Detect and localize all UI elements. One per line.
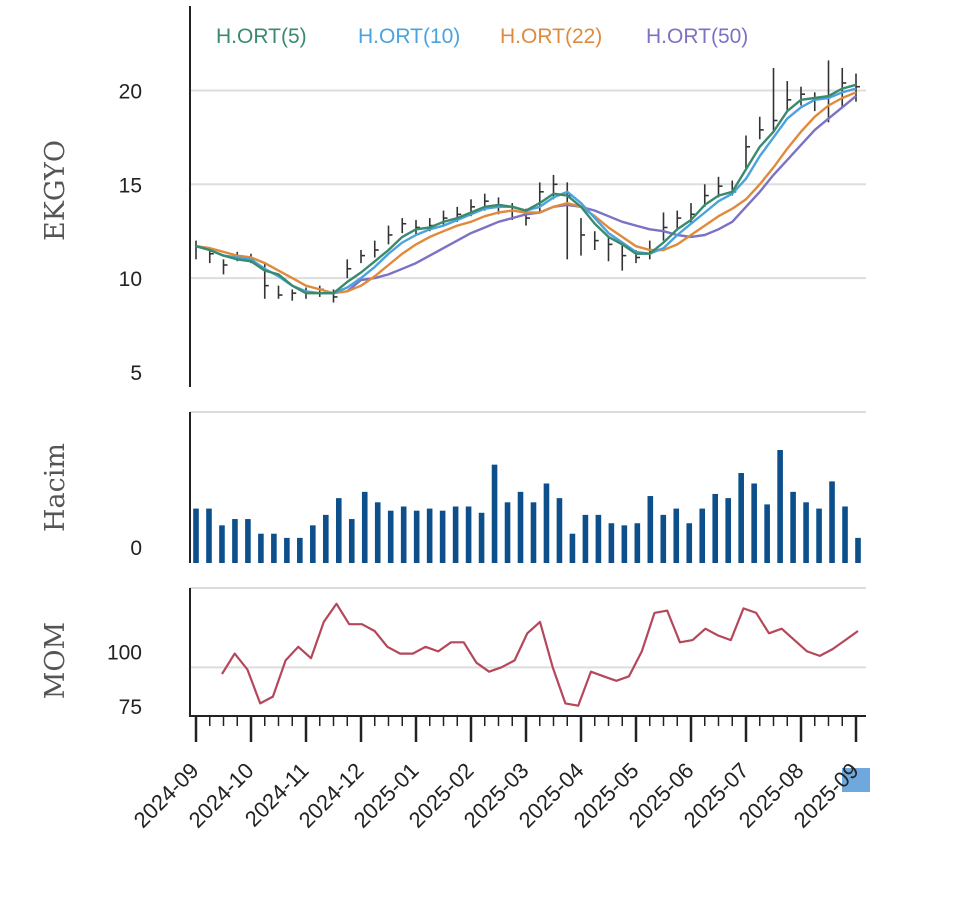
volume-tick-label: 0 [130, 537, 142, 560]
volume-bar [803, 502, 809, 563]
volume-bar [790, 491, 796, 563]
volume-bar [310, 525, 316, 563]
volume-bar [634, 523, 641, 563]
volume-bar [232, 519, 238, 563]
volume-bar [686, 523, 693, 563]
volume-bar [621, 525, 628, 563]
volume-bar [206, 508, 212, 563]
ma-line [195, 91, 857, 295]
volume-bar [660, 514, 667, 563]
volume-bar [764, 504, 770, 563]
mom-tick-label: 100 [107, 641, 142, 664]
volume-bar [348, 519, 355, 563]
volume-bar [712, 493, 719, 563]
mom-tick-label: 75 [119, 696, 142, 719]
volume-bar [608, 523, 615, 563]
volume-bar [530, 502, 537, 563]
volume-bar [725, 498, 731, 563]
volume-bar [751, 483, 757, 563]
mom-y-axis-label: MOM [40, 622, 71, 699]
volume-bar [426, 508, 433, 563]
price-tick-label: 5 [130, 362, 142, 385]
volume-bar [543, 483, 550, 563]
volume-bar [374, 502, 381, 563]
axes: 5 10 15 20 EKGYO Hacim 0 75 100 MOM [40, 6, 191, 719]
volume-bar [439, 510, 446, 563]
price-panel [195, 60, 860, 303]
x-axis: 2024-092024-102024-112024-122025-012025-… [129, 715, 870, 833]
volume-bar [855, 537, 861, 563]
legend-entry: H.ORT(50) [646, 25, 748, 48]
price-tick-label: 10 [119, 268, 142, 291]
volume-bar [829, 481, 835, 563]
volume-bar [491, 464, 498, 563]
volume-bar [556, 498, 563, 563]
legend: H.ORT(5) H.ORT(10) H.ORT(22) H.ORT(50) [216, 25, 748, 48]
price-tick-label: 15 [119, 174, 142, 197]
legend-entry: H.ORT(10) [358, 25, 460, 48]
volume-bar [258, 533, 264, 563]
x-label-highlight [842, 768, 870, 792]
momentum-panel [221, 602, 859, 707]
legend-entry: H.ORT(22) [500, 25, 602, 48]
volume-bar [413, 510, 420, 563]
grid-lines [190, 89, 866, 669]
volume-bar [193, 508, 199, 563]
volume-bar [647, 496, 654, 563]
volume-bar [595, 514, 602, 563]
volume-bar [452, 506, 459, 563]
volume-y-axis-label: Hacim [40, 443, 71, 532]
volume-bar [335, 498, 342, 563]
volume-panel [193, 450, 861, 563]
ma-line [346, 95, 857, 293]
volume-bar [478, 512, 485, 563]
volume-bar [699, 508, 706, 563]
volume-bar [842, 506, 848, 563]
ma-line [195, 83, 857, 295]
ma-line [195, 87, 857, 295]
price-y-axis-label: EKGYO [40, 140, 71, 241]
volume-bar [777, 450, 783, 563]
volume-bar [400, 506, 407, 563]
volume-bar [297, 537, 303, 563]
volume-bar [504, 502, 511, 563]
volume-bar [816, 508, 822, 563]
volume-bar [582, 514, 589, 563]
volume-bar [284, 537, 290, 563]
price-tick-label: 20 [119, 80, 142, 103]
volume-bar [323, 514, 329, 563]
volume-bar [271, 533, 277, 563]
momentum-line [221, 602, 859, 707]
volume-bar [465, 506, 472, 563]
volume-bar [569, 533, 576, 563]
legend-entry: H.ORT(5) [216, 25, 307, 48]
volume-bar [673, 508, 680, 563]
volume-bar [738, 473, 744, 563]
volume-bar [517, 491, 524, 563]
volume-bar [219, 525, 225, 563]
volume-bar [387, 510, 394, 563]
volume-bar [361, 491, 368, 563]
volume-bar [245, 519, 251, 563]
